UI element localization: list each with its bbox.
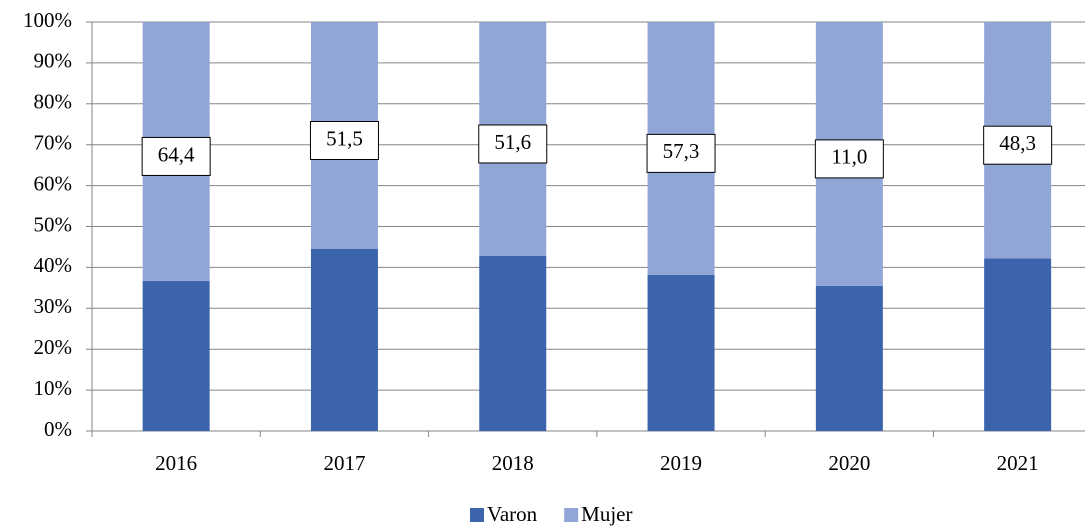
legend-swatch — [564, 508, 579, 522]
y-tick-label: 0% — [44, 417, 72, 441]
x-tick-label: 2020 — [828, 451, 870, 475]
y-tick-label: 10% — [34, 376, 73, 400]
legend-swatch — [470, 508, 484, 522]
annotation: 51,5 — [326, 126, 363, 150]
bar-segment — [647, 274, 715, 431]
annotation: 11,0 — [831, 145, 867, 169]
x-tick-label: 2016 — [155, 451, 197, 475]
label-box — [309, 120, 379, 160]
x-tick-label: 2019 — [660, 451, 702, 475]
x-tick-label: 2018 — [492, 451, 534, 475]
label-box — [814, 139, 884, 179]
annotation: 48,3 — [999, 131, 1036, 155]
y-tick-label: 30% — [34, 294, 73, 318]
x-tick-label: 2017 — [323, 451, 365, 475]
label-box — [141, 136, 211, 176]
y-tick-label: 20% — [34, 335, 73, 359]
label-box — [983, 125, 1053, 165]
legend-label: Mujer — [581, 502, 632, 526]
bar-segment — [142, 280, 210, 431]
bar-segment — [815, 285, 883, 431]
bar-segment — [479, 255, 547, 431]
y-tick-label: 90% — [34, 49, 73, 73]
bar-segment — [310, 248, 378, 431]
y-tick-label: 40% — [34, 253, 73, 277]
y-tick-label: 50% — [34, 212, 73, 236]
bar-segment — [984, 258, 1052, 431]
label-box — [478, 124, 548, 164]
y-tick-label: 80% — [34, 90, 73, 114]
annotation: 57,3 — [663, 139, 700, 163]
annotation: 64,4 — [158, 142, 195, 166]
x-tick-label: 2021 — [997, 451, 1039, 475]
y-tick-label: 100% — [23, 8, 72, 32]
y-tick-label: 70% — [34, 131, 73, 155]
y-tick-label: 60% — [34, 171, 73, 195]
label-box — [646, 133, 716, 173]
legend-label: Varon — [487, 502, 538, 526]
annotation: 51,6 — [494, 130, 531, 154]
